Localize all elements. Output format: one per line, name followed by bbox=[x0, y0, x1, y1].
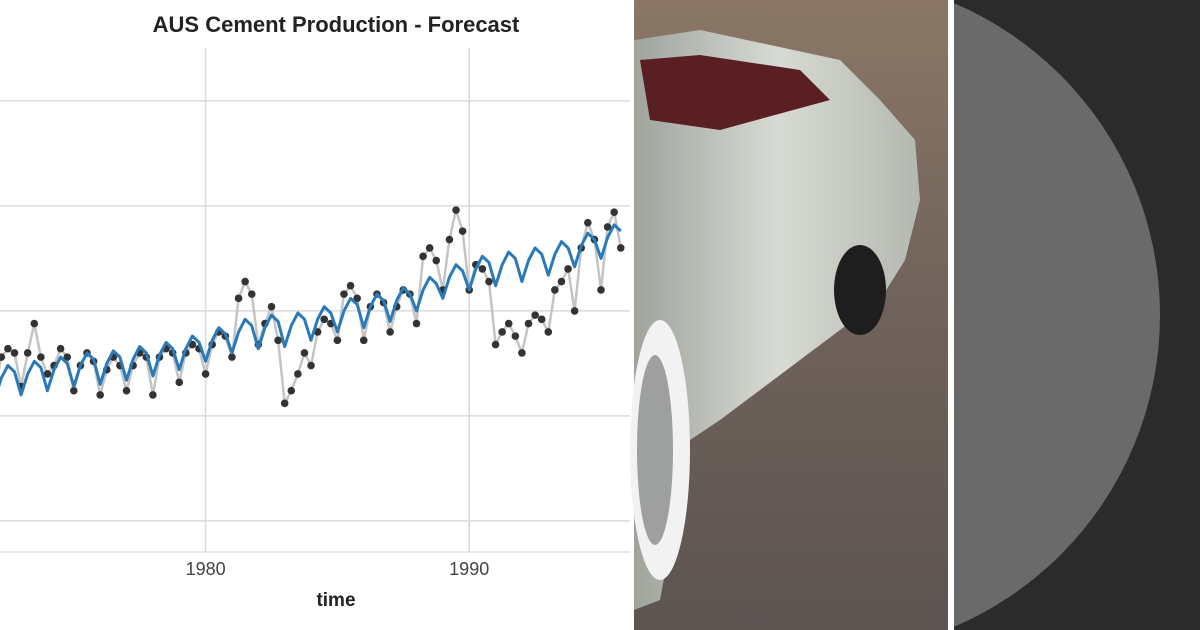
x-tick-label: 1990 bbox=[449, 559, 489, 579]
data-point bbox=[511, 332, 520, 340]
data-point bbox=[307, 361, 315, 370]
data-point bbox=[320, 315, 329, 324]
data-point bbox=[570, 307, 579, 315]
divider bbox=[948, 0, 954, 630]
data-point bbox=[274, 336, 282, 345]
data-point bbox=[280, 399, 289, 408]
data-point bbox=[445, 235, 454, 244]
data-point bbox=[458, 227, 467, 235]
data-point bbox=[294, 370, 302, 378]
data-point bbox=[340, 290, 348, 298]
data-point bbox=[419, 252, 427, 261]
data-point bbox=[300, 349, 309, 357]
data-point bbox=[96, 391, 104, 399]
data-point bbox=[478, 265, 487, 273]
data-point bbox=[531, 311, 539, 319]
data-point bbox=[518, 349, 526, 357]
data-point bbox=[63, 353, 72, 361]
x-ticks: 1980 1990 bbox=[186, 559, 490, 579]
data-point bbox=[0, 353, 6, 361]
front-hubcap bbox=[637, 355, 673, 545]
data-point bbox=[267, 302, 276, 311]
data-point bbox=[241, 277, 249, 286]
data-point bbox=[37, 353, 45, 361]
x-tick-label: 1980 bbox=[186, 559, 226, 579]
data-point bbox=[4, 344, 12, 353]
data-point bbox=[201, 370, 210, 378]
chart-title: AUS Cement Production - Forecast bbox=[153, 12, 520, 37]
car-interior bbox=[640, 55, 830, 130]
x-axis-label: time bbox=[316, 590, 355, 611]
data-point bbox=[551, 286, 559, 294]
data-point bbox=[432, 256, 441, 265]
data-point bbox=[610, 208, 618, 217]
data-point bbox=[175, 378, 184, 387]
gray-circle bbox=[954, 3, 1160, 627]
data-point bbox=[346, 281, 355, 290]
data-point bbox=[359, 336, 368, 345]
car-photo bbox=[630, 0, 948, 630]
data-point bbox=[70, 386, 78, 395]
data-point bbox=[452, 206, 460, 214]
data-point bbox=[524, 319, 533, 328]
data-point bbox=[597, 286, 605, 294]
plot-area bbox=[0, 48, 630, 552]
data-point bbox=[247, 290, 256, 298]
data-point bbox=[412, 319, 421, 328]
data-point bbox=[23, 349, 32, 357]
data-point bbox=[228, 353, 236, 361]
data-point bbox=[537, 315, 546, 324]
data-point bbox=[491, 340, 500, 349]
data-point bbox=[149, 391, 157, 399]
series-line bbox=[0, 223, 622, 397]
data-point bbox=[498, 328, 506, 336]
data-point bbox=[485, 277, 493, 286]
data-point bbox=[10, 349, 19, 357]
rear-wheel bbox=[834, 245, 886, 335]
data-point bbox=[584, 218, 592, 227]
car-body bbox=[634, 30, 920, 610]
data-point bbox=[333, 336, 342, 345]
data-point bbox=[603, 223, 612, 231]
data-point bbox=[43, 370, 52, 378]
data-point bbox=[353, 294, 361, 303]
chart-panel bbox=[0, 0, 632, 630]
data-point bbox=[30, 319, 39, 328]
data-point bbox=[386, 328, 394, 336]
data-point bbox=[234, 294, 243, 303]
data-point bbox=[557, 277, 566, 286]
data-point bbox=[122, 386, 131, 395]
data-point bbox=[544, 328, 553, 336]
data-point bbox=[425, 244, 434, 252]
data-point bbox=[504, 319, 513, 328]
data-point bbox=[287, 386, 296, 395]
data-point bbox=[56, 344, 65, 353]
data-point bbox=[616, 244, 625, 252]
data-point bbox=[564, 265, 572, 273]
